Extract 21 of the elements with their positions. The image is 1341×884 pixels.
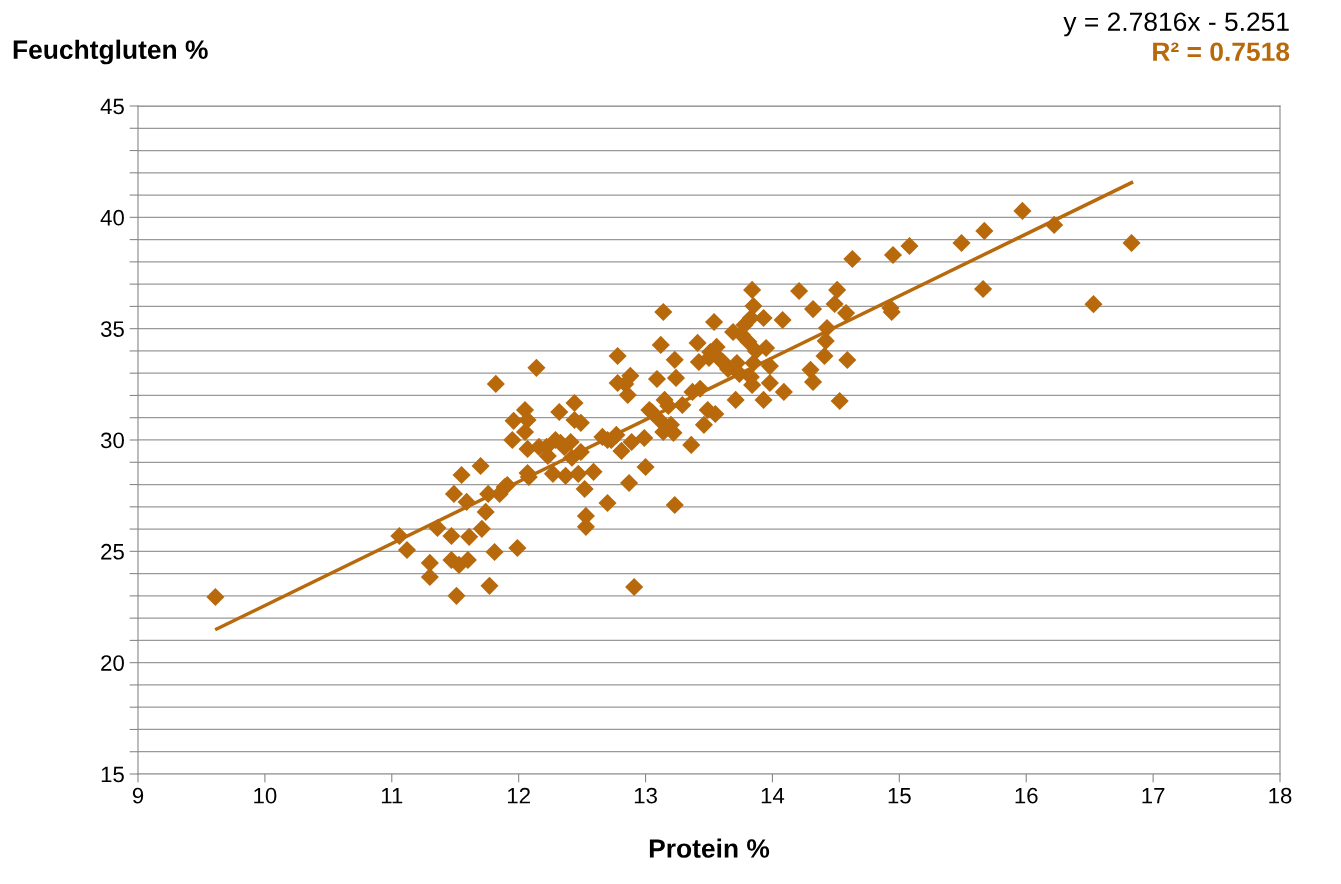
x-tick-label: 11 <box>381 788 403 804</box>
y-tick-label: 30 <box>100 432 124 449</box>
y-tick-label: 35 <box>100 321 124 337</box>
y-tick-label: 20 <box>101 655 124 671</box>
x-tick-label: 14 <box>761 788 785 804</box>
y-tick-label: 25 <box>101 543 124 560</box>
x-tick-label: 16 <box>1015 787 1038 804</box>
x-tick-label: 12 <box>508 787 530 804</box>
text: y = 2.7816x - 5.251 <box>1063 12 1289 37</box>
y-tick-label: 15 <box>101 766 124 783</box>
x-tick-label: 13 <box>634 787 657 804</box>
x-tick-label: 9 <box>132 787 144 804</box>
x-tick-label: 10 <box>254 787 277 804</box>
x-tick-label: 15 <box>888 788 911 804</box>
text: R² = 0.7518 <box>1153 42 1290 62</box>
y-axis-title: Feuchtgluten % <box>13 39 208 65</box>
x-tick-label: 17 <box>1142 788 1165 804</box>
y-tick-label: 45 <box>100 98 124 115</box>
x-axis-title: Protein % <box>649 838 770 858</box>
y-tick-label: 40 <box>100 209 124 226</box>
x-tick-label: 18 <box>1269 787 1292 804</box>
